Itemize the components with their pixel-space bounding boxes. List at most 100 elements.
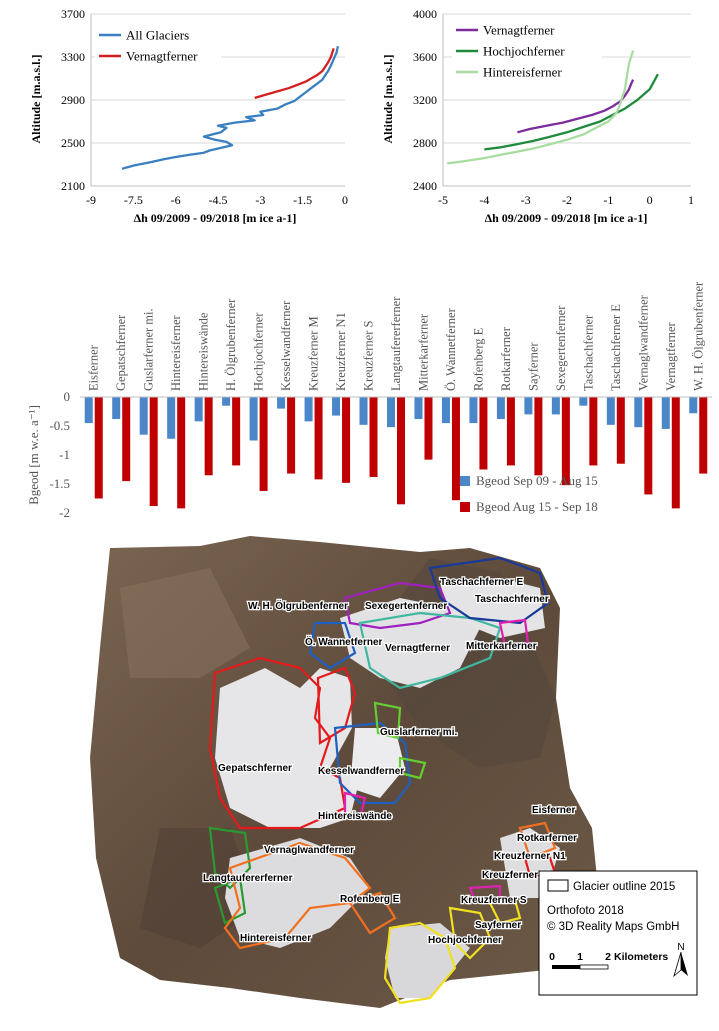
b-x-tick-label: -3 <box>521 193 531 207</box>
c-bar-1 <box>424 397 433 460</box>
c-category-label: Guslarferner mi. <box>142 308 156 391</box>
a-y-tick-label: 2900 <box>61 93 85 107</box>
chart-b-ylabel: Altitude [m.a.s.l.] <box>381 55 395 144</box>
glacier-outline <box>333 721 412 805</box>
chart-b-legend: Vernagtferner Hochjochferner Hintereisfern… <box>452 18 602 87</box>
c-y-tick-label: -1 <box>59 447 70 462</box>
glacier-outline <box>488 898 522 925</box>
c-category-label: Taschachferner <box>581 314 595 391</box>
c-category-label: Kreuzferner N1 <box>334 312 348 391</box>
c-category-label: Vernagtferner <box>664 321 678 391</box>
chart-b-series <box>446 50 659 165</box>
chart-b-xlabel: Δh 09/2009 - 09/2018 [m ice a-1] <box>485 211 648 225</box>
north-label: N <box>677 942 684 953</box>
c-bar-1 <box>259 397 268 491</box>
north-arrow: N <box>673 942 688 978</box>
map-legend: Glacier outline 2015 Orthofoto 2018 © 3D… <box>538 870 698 996</box>
c-bar-0 <box>112 397 121 420</box>
a-x-tick-label: -3 <box>255 193 265 207</box>
c-category-label: Kesselwandferner <box>279 300 293 391</box>
b-legend-label: Vernagtferner <box>483 23 555 38</box>
glacier-label: Kesselwandferner <box>318 766 404 777</box>
c-bar-0 <box>634 397 643 428</box>
a-x-tick-label: -9 <box>86 193 96 207</box>
chart-c-category-labels: Eisferner Gepatschferner Guslarferner mi. H… <box>87 281 706 391</box>
a-y-tick-label: 3700 <box>61 7 85 21</box>
c-legend-swatch <box>460 502 470 512</box>
chart-b-ticks: 2400 2800 3200 3600 4000 -5 -4 -3 -2 -1 0 1 <box>413 7 694 207</box>
c-bar-0 <box>551 397 560 415</box>
glacier-label: Ö. Wannetferner <box>305 635 383 648</box>
b-legend-label: Hochjochferner <box>483 44 565 59</box>
c-bar-1 <box>369 397 378 478</box>
glacier-outline <box>316 666 357 745</box>
c-bar-0 <box>469 397 478 424</box>
glacier-label: Kreuzferner M <box>482 870 549 881</box>
glacier-label: Gepatschferner <box>218 763 292 774</box>
chart-a-series <box>121 46 340 170</box>
chart-a-ylabel: Altitude [m.a.s.l.] <box>29 55 43 144</box>
chart-a-ticks: 2100 2500 2900 3300 3700 -9 -7.5 -6 -4.5 -3 -1.5 0 <box>61 7 348 207</box>
glacier-outline <box>398 756 427 780</box>
c-category-label: Mitterkarferner <box>416 313 430 391</box>
glacier-outline <box>223 841 372 950</box>
glacier-label: Taschachferner <box>475 594 549 605</box>
c-bar-1 <box>506 397 515 466</box>
a-legend-label: Vernagtferner <box>126 49 198 64</box>
scale-tick-2: 2 <box>605 951 611 963</box>
c-bar-1 <box>451 397 460 501</box>
c-category-label: H. Ölgrubenferner <box>224 298 238 391</box>
b-x-tick-label: 1 <box>688 193 694 207</box>
c-bar-0 <box>496 397 505 420</box>
b-x-tick-label: -1 <box>603 193 613 207</box>
legend-source-line1: Orthofoto 2018 <box>547 905 624 917</box>
glacier-outline <box>498 618 530 648</box>
a-series-line-1 <box>254 48 335 100</box>
c-y-tick-label: -0.5 <box>49 418 70 433</box>
c-category-label: Vernaglwandferner <box>636 294 650 391</box>
c-y-tick-label: -2 <box>59 505 70 520</box>
c-bar-0 <box>84 397 93 424</box>
glacier-label: Eisferner <box>532 805 575 816</box>
scale-tick-1: 1 <box>577 951 583 963</box>
glacier-outline <box>518 821 557 860</box>
legend-outline-label: Glacier outline 2015 <box>573 881 675 893</box>
c-bar-1 <box>671 397 680 509</box>
c-bar-0 <box>414 397 423 420</box>
a-y-tick-label: 3300 <box>61 50 85 64</box>
c-bar-1 <box>616 397 625 464</box>
b-y-tick-label: 2400 <box>413 179 437 193</box>
c-category-label: Rotkarferner <box>499 326 513 391</box>
c-category-label: Sayferner <box>526 342 540 391</box>
c-bar-0 <box>304 397 313 422</box>
glacier-outline <box>373 701 402 740</box>
chart-a-xlabel: Δh 09/2009 - 09/2018 [m ice a-1] <box>134 211 297 225</box>
c-bar-1 <box>232 397 241 466</box>
glacier-label: Kreuzferner N1 <box>494 851 566 862</box>
scale-tick-0: 0 <box>549 951 555 963</box>
c-bar-1 <box>644 397 653 495</box>
c-bar-1 <box>122 397 131 482</box>
c-bar-0 <box>139 397 148 435</box>
glacier-outline <box>358 611 502 690</box>
glacier-outline <box>343 581 452 630</box>
a-x-tick-label: -7.5 <box>124 193 143 207</box>
glacier-label: W. H. Ölgrubenferner <box>248 599 348 612</box>
c-category-label: W. H. Ölgrubenferner <box>691 281 705 391</box>
glacier-label: Guslarferner mi. <box>380 727 457 738</box>
c-bar-0 <box>167 397 176 439</box>
b-y-tick-label: 2800 <box>413 136 437 150</box>
chart-c-ylabel: Bgeod [m w.e. a⁻¹] <box>26 405 41 505</box>
b-y-tick-label: 4000 <box>413 7 437 21</box>
c-legend-label: Bgeod Aug 15 - Sep 18 <box>476 499 598 514</box>
c-bar-1 <box>479 397 488 470</box>
a-x-tick-label: -1.5 <box>293 193 312 207</box>
b-x-tick-label: -5 <box>438 193 448 207</box>
c-bar-0 <box>249 397 258 441</box>
glacier-outline <box>448 906 492 960</box>
legend-outline-swatch <box>547 879 569 892</box>
a-x-tick-label: -4.5 <box>209 193 228 207</box>
scale-unit: Kilometers <box>614 951 668 963</box>
c-category-label: Kreuzferner M <box>307 316 321 391</box>
b-series-line-1 <box>484 73 659 151</box>
